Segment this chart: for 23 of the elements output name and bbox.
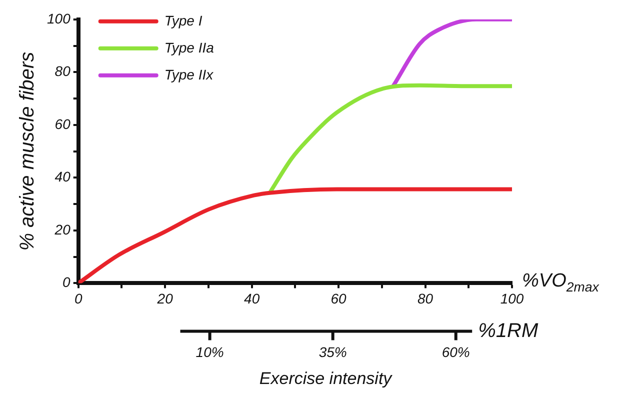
line-series xyxy=(392,19,512,88)
line-series xyxy=(268,83,512,194)
legend-label: Type IIx xyxy=(164,66,214,82)
x2-axis-title: %1RM xyxy=(478,320,538,342)
x2-tick-label: 10% xyxy=(196,344,224,360)
x2-tick-label: 60% xyxy=(442,344,470,360)
x2-tick-label: 35% xyxy=(318,344,347,360)
y-tick-label: 20 xyxy=(54,221,71,238)
legend-label: Type IIa xyxy=(164,39,214,56)
x-tick-label: 40 xyxy=(244,290,260,306)
y-tick-label: 100 xyxy=(47,10,71,26)
x-tick-label: 60 xyxy=(330,290,347,306)
text: Exercise intensity xyxy=(259,368,394,388)
y-tick-label: 0 xyxy=(62,274,71,290)
legend-label: Type I xyxy=(164,12,202,28)
y-axis-title: % active muscle fibers xyxy=(16,52,39,251)
x-tick-label: 20 xyxy=(156,290,174,306)
x-tick-label: 0 xyxy=(74,290,82,306)
y-tick-label: 80 xyxy=(54,63,71,80)
x-tick-label: 100 xyxy=(500,290,524,306)
y-tick-label: 60 xyxy=(54,116,71,132)
y-tick-label: 40 xyxy=(54,168,71,185)
x-tick-label: 80 xyxy=(417,290,434,306)
